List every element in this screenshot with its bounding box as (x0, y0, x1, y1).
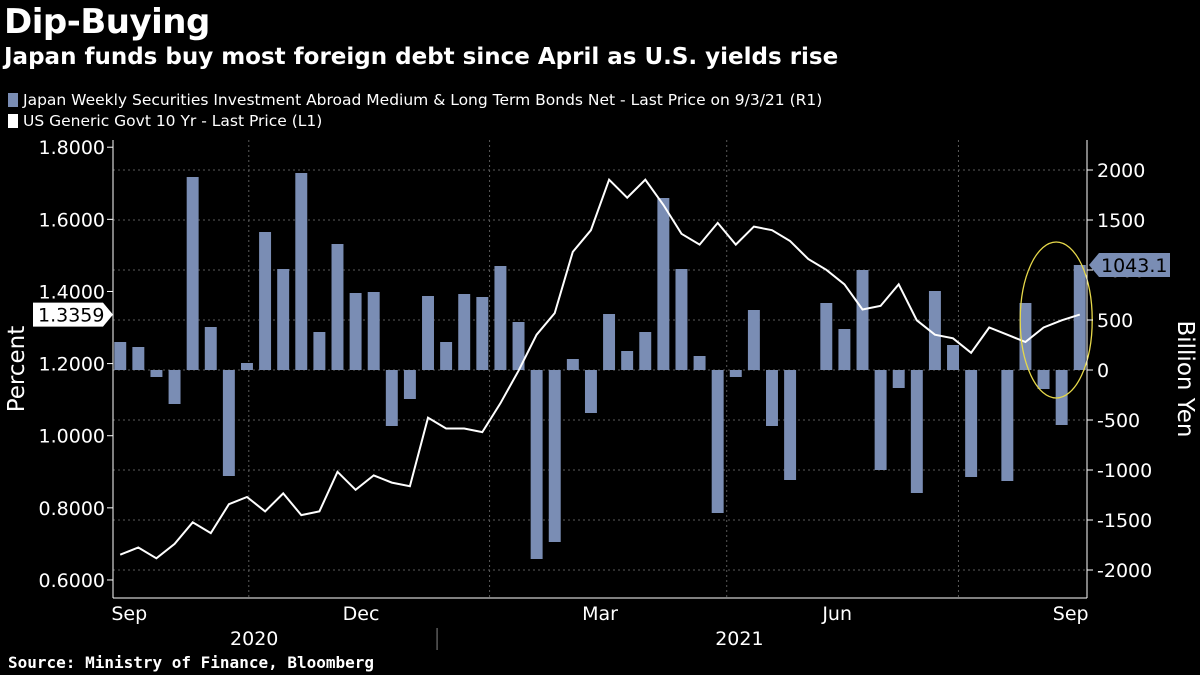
chart-subtitle: Japan funds buy most foreign debt since … (4, 44, 839, 70)
bar (349, 293, 362, 370)
bar (222, 370, 235, 476)
left-axis-title: Percent (4, 326, 30, 413)
right-tick-label: -1000 (1097, 460, 1152, 482)
bar (729, 370, 742, 377)
bar (186, 177, 199, 370)
yield-last-value-box (33, 302, 113, 327)
x-month-label: Mar (582, 603, 618, 625)
bonds-last-value: 1043.1 (1101, 255, 1167, 277)
bar (1019, 303, 1032, 370)
left-tick-label: 1.4000 (39, 281, 105, 303)
bar (766, 370, 778, 426)
bar (512, 322, 525, 370)
legend-swatch-line (8, 114, 18, 128)
x-month-label: Sep (111, 603, 147, 625)
bar (874, 370, 887, 470)
x-month-label: Jun (821, 603, 852, 625)
bar (277, 269, 290, 370)
bar (747, 310, 760, 370)
bar (1037, 370, 1050, 389)
bar (928, 291, 941, 370)
legend-item-yield: US Generic Govt 10 Yr - Last Price (L1) (8, 112, 322, 130)
bar (494, 266, 507, 370)
bar (693, 356, 706, 370)
bar (313, 332, 326, 370)
bar (784, 370, 797, 480)
legend-item-bonds: Japan Weekly Securities Investment Abroa… (8, 91, 822, 109)
bar (820, 303, 833, 370)
bar (440, 342, 453, 370)
bar (367, 292, 380, 370)
bar (947, 345, 960, 370)
bar (856, 270, 869, 370)
bar (403, 370, 416, 399)
bar (566, 359, 579, 370)
bar (259, 232, 272, 370)
bar (892, 370, 905, 388)
right-tick-label: 1500 (1097, 210, 1145, 232)
bar (422, 296, 434, 370)
right-tick-label: -2000 (1097, 560, 1152, 582)
right-tick-label: -500 (1097, 410, 1140, 432)
bar (240, 363, 253, 370)
left-tick-label: 1.2000 (39, 354, 105, 376)
x-year-label: 2020 (230, 628, 278, 650)
x-month-label: Sep (1053, 603, 1089, 625)
bar (476, 297, 489, 370)
legend-swatch-bars (8, 93, 18, 107)
right-tick-label: 2000 (1097, 160, 1145, 182)
bar (548, 370, 561, 542)
bar (150, 370, 163, 377)
bar (385, 370, 398, 426)
bar (639, 332, 652, 370)
chart-title: Dip-Buying (4, 2, 210, 42)
left-tick-label: 1.6000 (39, 209, 105, 231)
bar (603, 314, 616, 370)
x-year-label: 2021 (715, 628, 763, 650)
left-tick-label: 0.8000 (39, 498, 105, 520)
right-tick-label: -1500 (1097, 510, 1152, 532)
source-note: Source: Ministry of Finance, Bloomberg (8, 653, 375, 672)
legend-label-yield: US Generic Govt 10 Yr - Last Price (L1) (23, 112, 323, 130)
bar (584, 370, 597, 413)
yield-last-value: 1.3359 (38, 305, 104, 327)
bar (114, 342, 127, 370)
bar (1001, 370, 1014, 481)
x-month-label: Dec (343, 603, 380, 625)
bar (621, 351, 634, 370)
bar (910, 370, 923, 493)
bar (711, 370, 724, 513)
bar (838, 329, 851, 370)
bar (675, 269, 688, 370)
bar (530, 370, 543, 559)
bar (458, 294, 471, 370)
left-tick-label: 1.0000 (39, 426, 105, 448)
yield-line (119, 177, 1081, 560)
bar (1073, 265, 1086, 370)
left-tick-label: 0.6000 (39, 570, 105, 592)
left-tick-label: 1.8000 (39, 137, 105, 159)
bar (657, 198, 670, 370)
bar (965, 370, 978, 477)
right-tick-label: 0 (1097, 360, 1109, 382)
right-axis-title: Billion Yen (1172, 320, 1198, 437)
bar (331, 244, 344, 370)
legend-label-bonds: Japan Weekly Securities Investment Abroa… (23, 91, 823, 109)
bar (132, 347, 145, 370)
bar (204, 327, 217, 370)
bar (295, 173, 308, 370)
bar (168, 370, 181, 404)
bonds-last-value-box (1089, 253, 1170, 277)
right-tick-label: 500 (1097, 310, 1133, 332)
